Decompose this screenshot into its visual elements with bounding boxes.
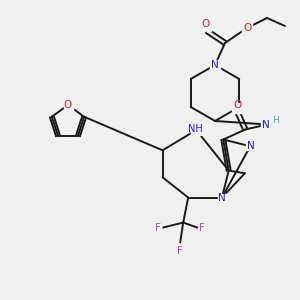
- Bar: [64, 100, 73, 109]
- Bar: [201, 21, 211, 31]
- Bar: [242, 23, 252, 33]
- Bar: [218, 194, 226, 202]
- Bar: [261, 119, 275, 130]
- Text: N: N: [262, 119, 270, 130]
- Bar: [246, 142, 254, 150]
- Text: O: O: [202, 19, 210, 29]
- Text: O: O: [64, 100, 72, 110]
- Text: N: N: [248, 141, 255, 151]
- Text: O: O: [233, 100, 242, 110]
- Text: N: N: [211, 60, 219, 70]
- Bar: [210, 60, 220, 70]
- Text: F: F: [199, 223, 205, 232]
- Text: O: O: [243, 23, 251, 33]
- Text: N: N: [218, 193, 226, 202]
- Text: NH: NH: [188, 124, 203, 134]
- Text: H: H: [272, 116, 279, 125]
- Text: F: F: [177, 245, 183, 256]
- Bar: [232, 103, 242, 112]
- Text: F: F: [155, 223, 161, 232]
- Bar: [191, 125, 201, 135]
